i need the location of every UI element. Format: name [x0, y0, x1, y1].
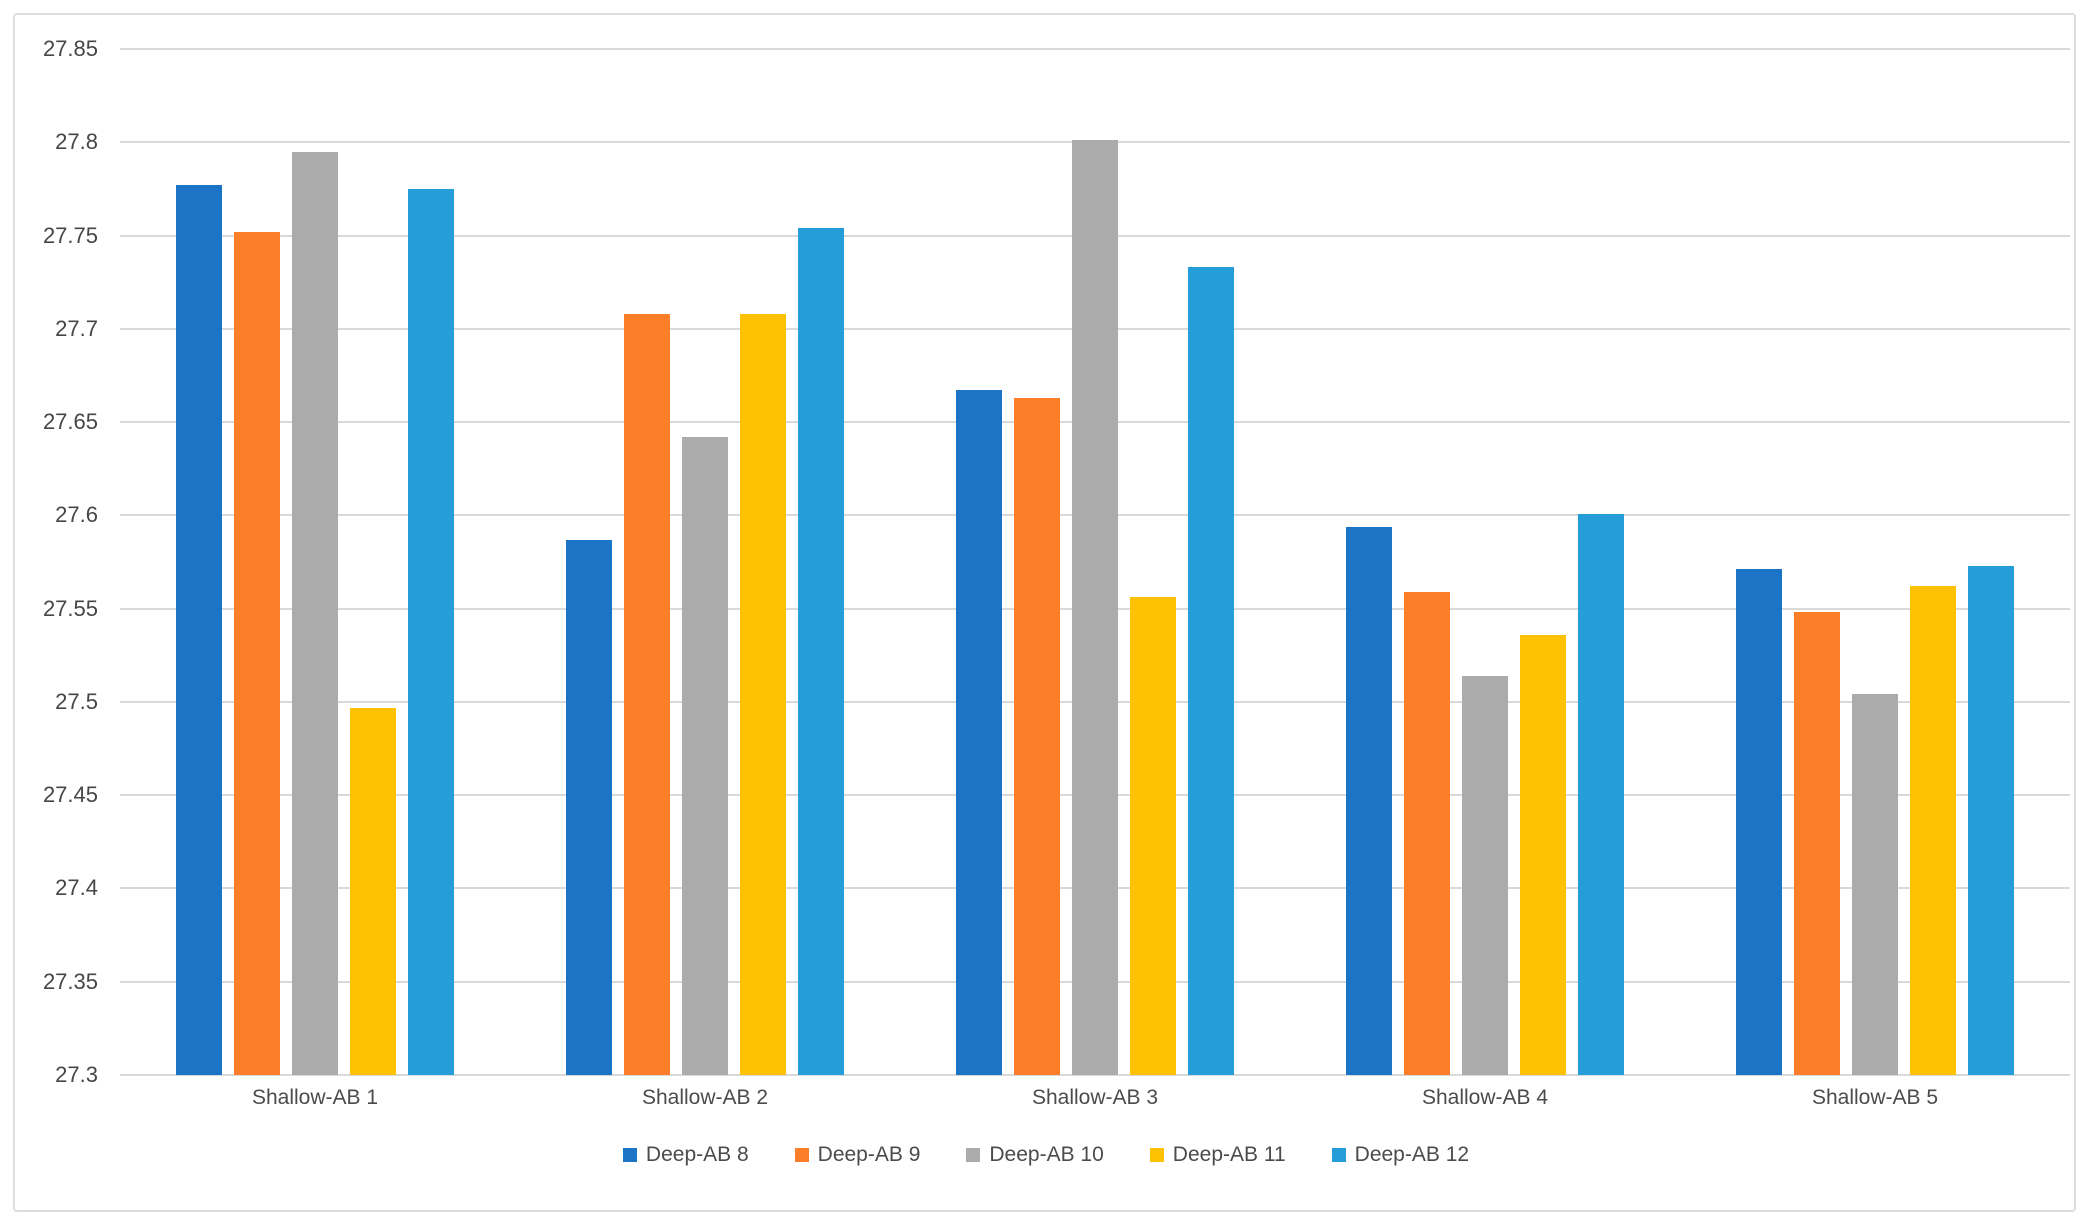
bar [292, 151, 338, 1075]
legend-swatch-icon [622, 1148, 637, 1162]
x-tick-label: Shallow-AB 3 [1031, 1086, 1159, 1109]
legend-item: Deep-AB 12 [1331, 1143, 1470, 1167]
legend-item: Deep-AB 11 [1149, 1143, 1286, 1167]
bar [798, 228, 844, 1075]
y-tick-label: 27.85 [42, 36, 98, 61]
gridline [120, 48, 2070, 50]
bar-group-1 [120, 49, 510, 1075]
bar [1014, 397, 1060, 1075]
legend-label: Deep-AB 8 [645, 1143, 749, 1166]
y-tick-label: 27.55 [42, 595, 98, 621]
bar [1462, 675, 1508, 1075]
y-tick-label: 27.6 [55, 502, 98, 528]
bar [566, 539, 612, 1075]
legend-swatch-icon [794, 1148, 809, 1162]
legend-item: Deep-AB 10 [966, 1143, 1104, 1167]
bar [1072, 140, 1118, 1075]
legend-swatch-icon [966, 1148, 981, 1162]
legend-item: Deep-AB 8 [622, 1143, 749, 1167]
bar [1520, 634, 1566, 1075]
bar [234, 231, 280, 1075]
bar [1968, 565, 2014, 1075]
bar [1736, 569, 1782, 1075]
y-tick-label: 27.8 [55, 129, 98, 155]
bar [1578, 513, 1624, 1075]
legend-swatch-icon [1149, 1148, 1164, 1162]
y-tick-label: 27.35 [42, 968, 98, 994]
y-tick-label: 27.3 [55, 1062, 98, 1087]
bar [1130, 597, 1176, 1075]
y-tick-label: 27.5 [55, 688, 98, 714]
legend-swatch-icon [1331, 1148, 1346, 1162]
legend-label: Deep-AB 9 [817, 1143, 921, 1166]
bar [1794, 612, 1840, 1075]
bar [408, 188, 454, 1075]
bar [956, 390, 1002, 1075]
x-axis-labels: Shallow-AB 1 Shallow-AB 2 Shallow-AB 3 Shal… [120, 1086, 2070, 1116]
x-tick-label: Shallow-AB 4 [1421, 1086, 1549, 1109]
legend-label: Deep-AB 11 [1172, 1143, 1286, 1166]
bar [1852, 694, 1898, 1075]
y-tick-label: 27.45 [42, 782, 98, 808]
bar [1346, 526, 1392, 1075]
y-tick-label: 27.75 [42, 222, 98, 248]
bar [176, 185, 222, 1075]
bar-group-3 [900, 49, 1290, 1075]
y-tick-label: 27.7 [55, 315, 98, 341]
bar [1188, 267, 1234, 1075]
bar [1404, 591, 1450, 1075]
legend-item: Deep-AB 9 [794, 1143, 921, 1167]
legend-label: Deep-AB 10 [989, 1143, 1104, 1166]
x-tick-label: Shallow-AB 5 [1811, 1086, 1939, 1109]
bar [1910, 586, 1956, 1075]
bar [682, 437, 728, 1075]
bar [740, 313, 786, 1075]
legend-label: Deep-AB 12 [1354, 1143, 1470, 1166]
plot-area [120, 48, 2070, 1076]
x-tick-label: Shallow-AB 1 [251, 1086, 379, 1109]
bar-group-2 [510, 49, 900, 1075]
y-tick-label: 27.4 [55, 875, 98, 901]
bar [350, 707, 396, 1075]
gridline [120, 1074, 2070, 1076]
bar [624, 313, 670, 1075]
legend: Deep-AB 8 Deep-AB 9 Deep-AB 10 Deep-AB 11 De… [0, 1143, 2092, 1167]
y-tick-label: 27.65 [42, 409, 98, 435]
bar-group-4 [1290, 49, 1680, 1075]
x-tick-label: Shallow-AB 2 [641, 1086, 769, 1109]
bar-group-5 [1680, 49, 2070, 1075]
